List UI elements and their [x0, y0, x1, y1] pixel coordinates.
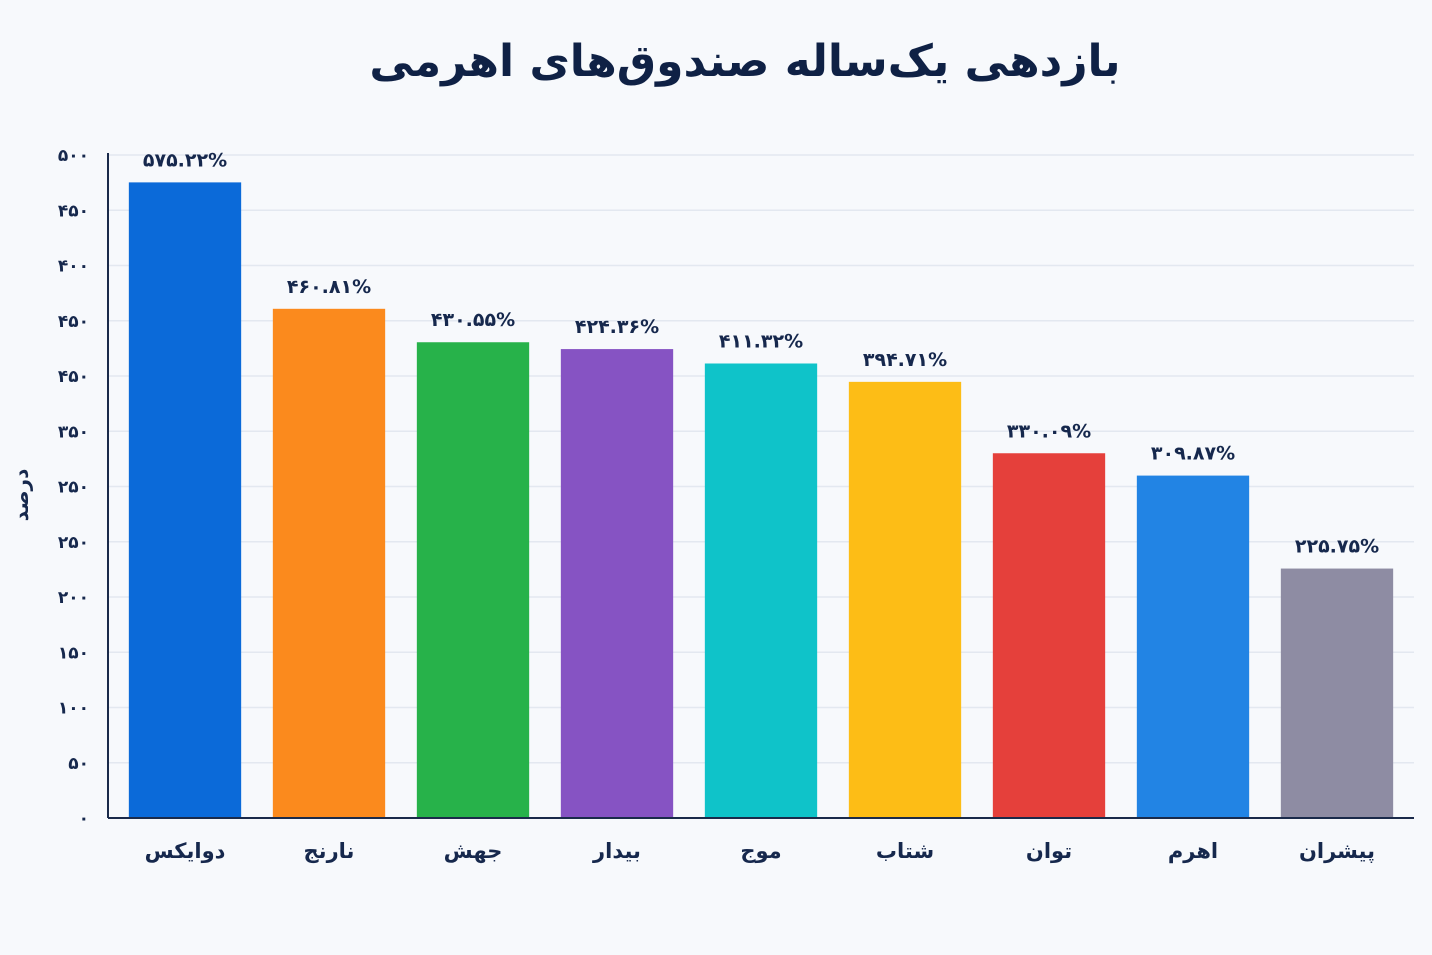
- bar: [1280, 568, 1394, 818]
- x-category-label: دوایکس: [145, 839, 226, 863]
- bar-value-label: ۴۲۴.۳۶%: [575, 316, 659, 338]
- y-tick-label: ۱۰۰: [58, 699, 89, 719]
- y-tick-label: ۲۰۰: [58, 588, 89, 608]
- y-tick-label: ۱۵۰: [58, 643, 89, 663]
- x-category-label: موج: [740, 839, 781, 864]
- x-category-label: بیدار: [592, 839, 641, 863]
- bar: [128, 182, 242, 818]
- bar-value-label: ۳۳۰.۰۹%: [1007, 420, 1091, 442]
- x-category-label: اهرم: [1168, 839, 1218, 863]
- bar: [272, 308, 386, 818]
- bar: [704, 363, 818, 818]
- x-category-label: نارنج: [304, 839, 355, 863]
- bar: [848, 381, 962, 818]
- bar-value-label: ۵۷۵.۲۲%: [143, 149, 227, 171]
- bar-value-label: ۴۱۱.۳۲%: [719, 330, 803, 352]
- bar-value-label: ۲۲۵.۷۵%: [1295, 536, 1379, 558]
- y-tick-label: ۴۵۰: [58, 312, 89, 332]
- bars: [128, 182, 1394, 818]
- value-labels: ۵۷۵.۲۲% ۴۶۰.۸۱% ۴۳۰.۵۵% ۴۲۴.۳۶% ۴۱۱.۳۲% ۳۹۴.۷…: [143, 149, 1379, 557]
- bar-value-label: ۴۳۰.۵۵%: [431, 309, 515, 331]
- y-tick-label: ۰: [79, 809, 89, 829]
- x-axis-categories: دوایکس نارنج جهش بیدار موج شتاب توان اهرم پیشران: [145, 839, 1375, 864]
- bar-value-label: ۳۰۹.۸۷%: [1151, 443, 1235, 465]
- x-category-label: توان: [1026, 839, 1072, 863]
- y-tick-label: ۵۰۰: [58, 146, 89, 166]
- x-category-label: جهش: [444, 839, 503, 863]
- x-category-label: پیشران: [1299, 839, 1375, 863]
- y-axis-title: درصد: [9, 469, 33, 522]
- y-tick-label: ۴۰۰: [58, 257, 89, 277]
- y-tick-label: ۲۵۰: [58, 478, 89, 498]
- bar: [992, 453, 1106, 818]
- y-tick-label: ۴۵۰: [58, 367, 89, 387]
- chart-title: بازدهی یک‌ساله صندوق‌های اهرمی: [369, 36, 1120, 87]
- bar: [416, 342, 530, 818]
- y-axis-ticks: ۰ ۵۰ ۱۰۰ ۱۵۰ ۲۰۰ ۲۵۰ ۲۵۰ ۳۵۰ ۴۵۰ ۴۵۰ ۴۰۰ ۴۵۰ ۵۰۰: [58, 146, 89, 829]
- x-category-label: شتاب: [876, 839, 934, 863]
- bar: [1136, 475, 1250, 818]
- y-tick-label: ۴۵۰: [58, 201, 89, 221]
- bar-value-label: ۴۶۰.۸۱%: [287, 276, 371, 298]
- y-tick-label: ۵۰: [68, 754, 89, 774]
- bar-value-label: ۳۹۴.۷۱%: [863, 349, 947, 371]
- y-tick-label: ۳۵۰: [58, 422, 89, 442]
- y-tick-label: ۲۵۰: [58, 533, 89, 553]
- bar: [560, 349, 674, 818]
